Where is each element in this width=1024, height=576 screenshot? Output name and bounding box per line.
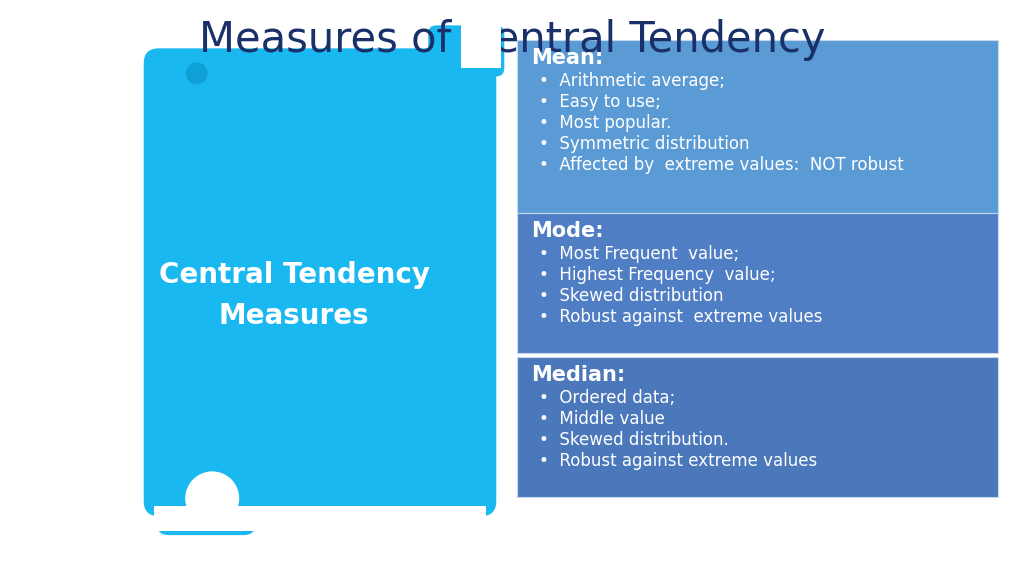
Text: •  Affected by  extreme values:  NOT robust: • Affected by extreme values: NOT robust <box>539 156 904 175</box>
Text: Measures of Central Tendency: Measures of Central Tendency <box>199 20 825 61</box>
Text: •  Middle value: • Middle value <box>539 410 665 428</box>
Text: •  Arithmetic average;: • Arithmetic average; <box>539 73 725 90</box>
Text: •  Highest Frequency  value;: • Highest Frequency value; <box>539 266 776 284</box>
Text: Central Tendency
Measures: Central Tendency Measures <box>159 261 430 330</box>
Bar <box>154 506 486 531</box>
Text: •  Robust against  extreme values: • Robust against extreme values <box>539 308 822 326</box>
Bar <box>517 213 998 353</box>
FancyBboxPatch shape <box>157 466 256 535</box>
Bar <box>461 3 502 69</box>
Text: •  Most popular.: • Most popular. <box>539 114 672 132</box>
Text: •  Skewed distribution.: • Skewed distribution. <box>539 431 729 449</box>
Text: Median:: Median: <box>531 365 626 385</box>
Text: •  Symmetric distribution: • Symmetric distribution <box>539 135 750 153</box>
Text: •  Most Frequent  value;: • Most Frequent value; <box>539 245 739 263</box>
Text: Mean:: Mean: <box>531 48 603 69</box>
Text: •  Skewed distribution: • Skewed distribution <box>539 287 724 305</box>
Bar <box>517 357 998 497</box>
Text: •  Easy to use;: • Easy to use; <box>539 93 662 111</box>
FancyBboxPatch shape <box>428 25 504 77</box>
FancyBboxPatch shape <box>143 48 497 516</box>
Text: •  Ordered data;: • Ordered data; <box>539 389 676 407</box>
Bar <box>517 40 998 213</box>
Circle shape <box>185 62 208 84</box>
Circle shape <box>185 471 240 525</box>
Text: Mode:: Mode: <box>531 221 604 241</box>
Text: •  Robust against extreme values: • Robust against extreme values <box>539 452 817 470</box>
